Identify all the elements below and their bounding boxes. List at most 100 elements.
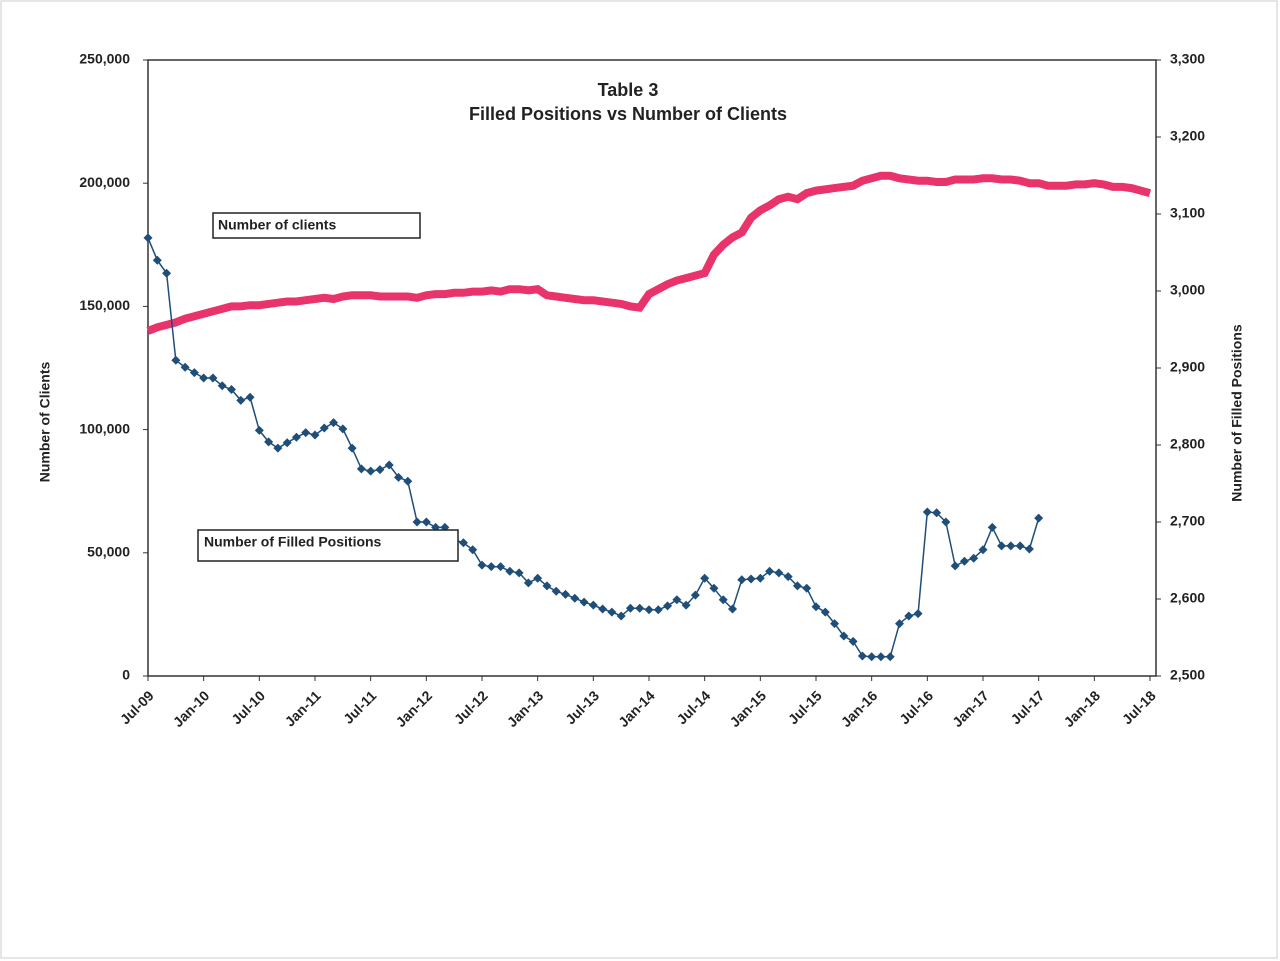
marker [264,437,274,447]
marker [718,595,728,605]
marker [588,600,598,610]
marker [329,418,339,428]
marker [254,425,264,435]
marker [412,517,422,527]
marker [700,573,710,583]
x-tick-label: Jan-18 [1060,687,1103,730]
label-box [212,212,421,239]
marker [774,568,784,578]
marker [1006,541,1016,551]
y2-tick-label: 3,100 [1170,205,1205,221]
marker [236,395,246,405]
marker [384,460,394,470]
marker [356,464,366,474]
x-tick-label: Jan-13 [504,687,547,730]
marker [273,443,283,453]
plot-area [147,59,1157,677]
marker [375,465,385,475]
y-tick-label: 200,000 [79,174,130,190]
x-tick-label: Jan-16 [838,687,881,730]
marker [867,652,877,662]
marker [598,604,608,614]
y-tick-label: 100,000 [79,420,130,436]
marker [551,586,561,596]
y-tick-label: 0 [122,667,130,683]
y2-tick-label: 3,300 [1170,51,1205,67]
marker [857,651,867,661]
y-tick-label: 50,000 [87,544,130,560]
marker [848,636,858,646]
x-tick-label: Jul-10 [228,687,268,727]
marker [737,575,747,585]
marker [143,233,153,243]
marker [969,553,979,563]
marker [625,603,635,613]
marker [570,593,580,603]
marker [950,561,960,571]
marker [904,611,914,621]
marker [932,508,942,518]
marker [421,517,431,527]
y-tick-label: 250,000 [79,51,130,67]
marker [394,472,403,482]
marker [514,568,524,578]
y2-tick-label: 2,900 [1170,359,1205,375]
y2-tick-label: 2,500 [1170,667,1205,683]
y2-tick-label: 2,700 [1170,513,1205,529]
marker [486,562,496,572]
marker [579,597,589,607]
x-tick-label: Jan-12 [392,687,435,730]
marker [885,652,895,662]
marker [755,573,765,583]
x-tick-label: Jul-11 [340,687,380,727]
marker [505,566,515,576]
marker [820,607,830,617]
marker [783,572,793,582]
marker [709,583,719,593]
y2-tick-label: 2,800 [1170,436,1205,452]
marker [180,362,190,372]
marker [746,574,756,584]
marker [765,566,775,576]
marker [811,602,821,612]
y-tick-label: 150,000 [79,297,130,313]
x-tick-label: Jul-14 [673,687,713,727]
marker [978,545,988,555]
marker [895,619,904,629]
marker [830,619,840,629]
marker [189,368,199,378]
x-tick-label: Jan-14 [615,687,658,730]
marker [681,600,691,610]
marker [403,476,413,486]
x-tick-label: Jul-09 [117,687,157,727]
series-line [146,171,1152,335]
marker [802,583,812,593]
series-label: Number of clients [218,217,336,233]
marker [635,603,645,613]
marker [533,573,543,583]
marker [217,381,227,391]
marker [792,581,802,591]
marker [282,438,292,448]
y2-tick-label: 3,000 [1170,282,1205,298]
marker [644,605,654,615]
y-axis-title: Number of Clients [37,362,53,483]
marker [523,578,533,588]
marker [162,268,172,278]
marker [366,466,376,476]
x-tick-label: Jul-13 [562,687,602,727]
marker [245,392,255,402]
chart-subtitle: Filled Positions vs Number of Clients [469,104,787,124]
marker [607,607,617,617]
marker [913,609,923,619]
series-label: Number of Filled Positions [204,534,382,550]
marker [876,652,886,662]
x-tick-label: Jul-16 [896,687,936,727]
marker [663,601,673,611]
marker [301,428,311,438]
marker [227,385,236,395]
x-tick-label: Jan-17 [949,687,992,730]
marker [1034,513,1044,523]
